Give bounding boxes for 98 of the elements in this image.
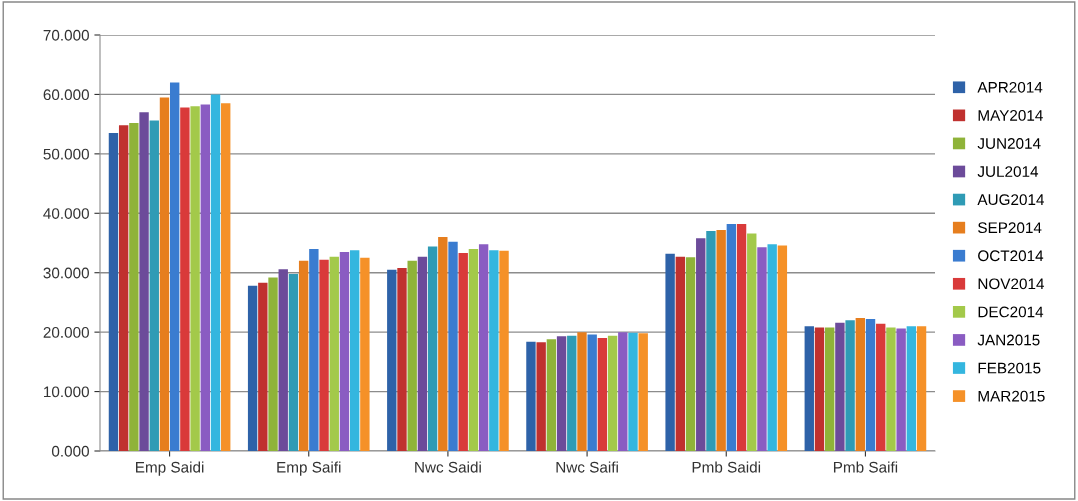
bar [567, 335, 577, 451]
bar [835, 322, 845, 451]
bar [407, 260, 417, 451]
bar [777, 245, 788, 451]
bar [876, 323, 886, 451]
bar [526, 341, 536, 451]
bar [339, 251, 350, 451]
x-tick-label: Nwc Saidi [415, 461, 481, 473]
bar [329, 256, 339, 451]
bar [210, 94, 221, 451]
bar [638, 333, 648, 451]
bar [696, 238, 706, 451]
bar [767, 244, 777, 451]
bar [845, 320, 855, 451]
bar [169, 82, 180, 451]
bar [268, 277, 278, 451]
bar [387, 269, 397, 451]
bar [309, 248, 319, 451]
bar [757, 247, 767, 451]
y-tick-label: 0.000 [51, 445, 89, 457]
bar [916, 326, 927, 451]
bar [448, 241, 458, 451]
bar [349, 250, 360, 451]
y-tick-label: 40.000 [43, 208, 89, 219]
bar [716, 229, 726, 451]
bar [468, 248, 479, 451]
bar [896, 328, 906, 451]
bar [129, 122, 139, 451]
bar [190, 106, 200, 451]
bar [417, 256, 428, 451]
bar [427, 246, 438, 451]
bar [278, 269, 288, 451]
bar [577, 332, 587, 451]
bar [747, 233, 757, 451]
bar [438, 237, 448, 451]
legend-label: FEB2015 [978, 362, 1041, 374]
bar [499, 250, 509, 451]
legend-label: JAN2015 [977, 334, 1040, 346]
legend-label: AUG2014 [977, 194, 1045, 206]
legend-label: DEC2014 [978, 306, 1044, 318]
bar [139, 112, 149, 451]
bar [628, 332, 638, 451]
x-tick-label: Emp Saidi [136, 461, 204, 476]
y-tick-label: 30.000 [43, 267, 89, 279]
x-tick-label: Nwc Saifi [556, 461, 618, 473]
legend-label: JUN2014 [977, 138, 1041, 149]
bar [221, 103, 231, 451]
legend-label: JUL2014 [977, 166, 1039, 177]
bar [804, 326, 814, 451]
y-tick-label: 70.000 [43, 29, 89, 41]
bar [546, 339, 557, 451]
bar [597, 338, 608, 451]
bar [489, 250, 499, 451]
y-tick-label: 10.000 [44, 386, 89, 398]
bar [536, 342, 546, 451]
legend-label: OCT2014 [978, 250, 1044, 262]
bar [906, 326, 917, 451]
bar [298, 260, 309, 451]
y-tick-label: 50.000 [43, 148, 89, 160]
y-tick-label: 60.000 [43, 89, 89, 101]
y-tick-label: 20.000 [43, 327, 89, 338]
legend-label: APR2014 [977, 81, 1043, 93]
bar [159, 97, 170, 451]
bar [118, 125, 129, 451]
bar [478, 244, 489, 451]
legend-label: MAR2015 [978, 390, 1045, 402]
bar [587, 334, 597, 451]
bar [665, 253, 675, 451]
legend-label: MAY2014 [978, 110, 1043, 121]
bar [886, 327, 896, 451]
legend-label: SEP2014 [978, 222, 1042, 234]
x-tick-label: Pmb Saidi [692, 461, 761, 473]
bar [149, 120, 159, 451]
bar [607, 335, 618, 451]
bar [736, 223, 747, 451]
bar [458, 253, 468, 451]
bar [726, 223, 737, 451]
bar [319, 259, 329, 451]
bar [855, 317, 866, 451]
legend-label: NOV2014 [978, 278, 1045, 290]
x-tick-label: Pmb Saifi [833, 461, 898, 473]
bar [825, 327, 835, 451]
bar [258, 282, 268, 451]
bar [288, 273, 299, 451]
bar [618, 332, 628, 451]
bar [247, 285, 258, 451]
bar [360, 257, 370, 451]
bar [397, 267, 407, 451]
bar [675, 256, 686, 451]
bar [814, 327, 825, 451]
bar [685, 257, 696, 451]
bar [108, 133, 119, 451]
bar [200, 104, 210, 451]
bar [180, 107, 190, 451]
x-tick-label: Emp Saifi [277, 461, 341, 476]
bar [556, 336, 567, 451]
bar [706, 231, 716, 451]
bar [865, 319, 876, 451]
